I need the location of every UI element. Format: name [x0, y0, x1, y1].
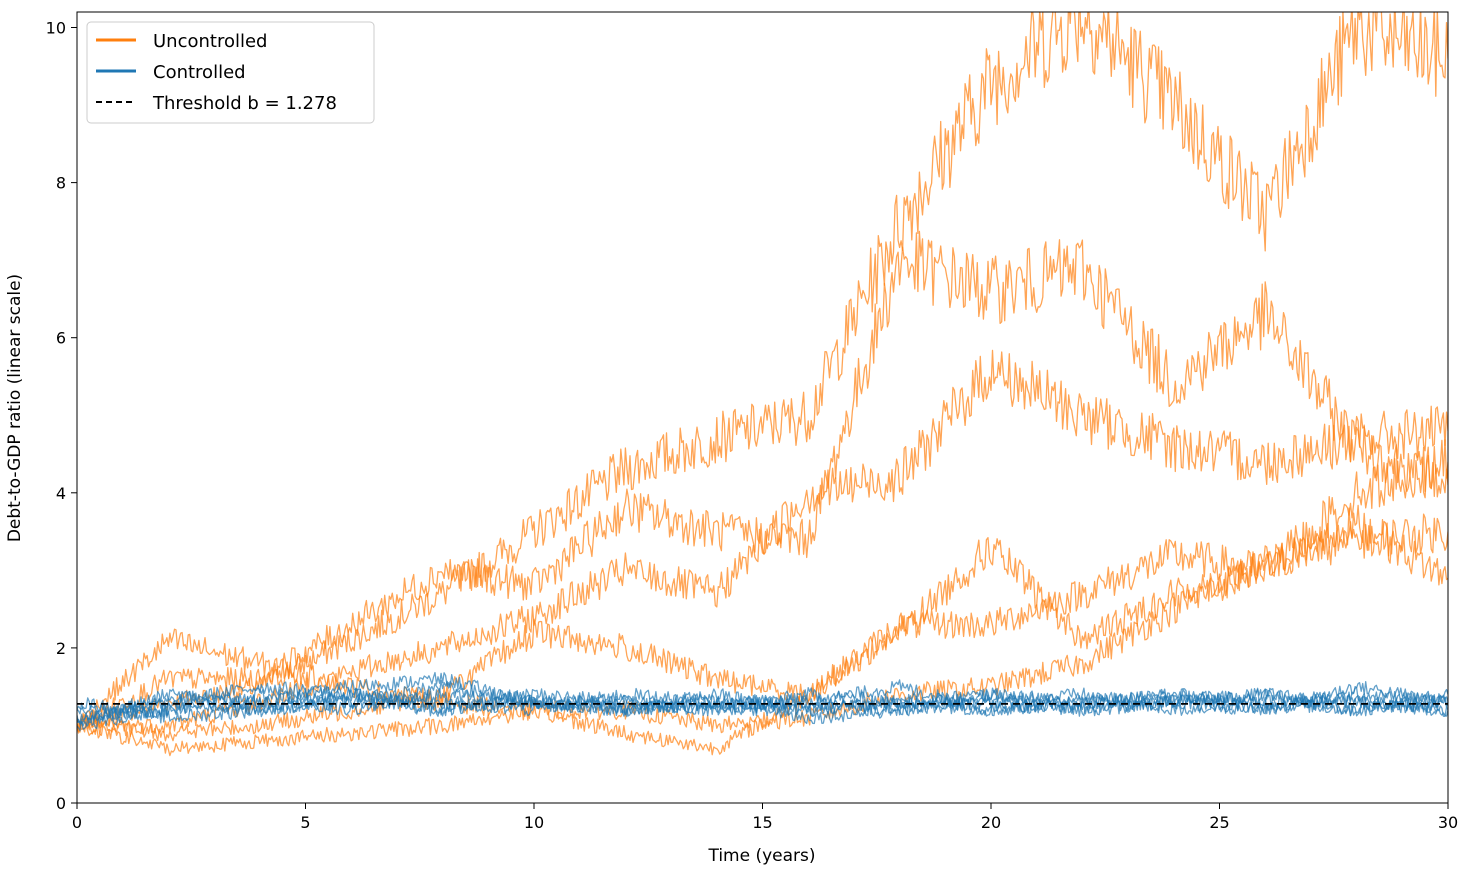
y-tick-label: 10 [46, 19, 66, 38]
legend-label-controlled: Controlled [153, 62, 246, 83]
y-axis-label: Debt-to-GDP ratio (linear scale) [5, 274, 25, 542]
x-axis-label: Time (years) [707, 846, 815, 866]
x-tick-label: 0 [72, 813, 82, 832]
y-tick-label: 4 [56, 484, 66, 503]
x-tick-label: 30 [1438, 813, 1458, 832]
uncontrolled-series-1 [77, 230, 1448, 733]
legend-label-threshold: Threshold b = 1.278 [152, 93, 337, 114]
legend-box [86, 21, 375, 124]
uncontrolled-series-5 [77, 513, 1448, 734]
controlled-series-0 [77, 671, 1448, 732]
uncontrolled-series-0 [77, 12, 1448, 731]
x-tick-label: 10 [524, 813, 544, 832]
y-tick-label: 6 [56, 329, 66, 348]
x-tick-label: 5 [300, 813, 310, 832]
y-tick-label: 8 [56, 174, 66, 193]
x-tick-label: 20 [981, 813, 1001, 832]
uncontrolled-series-2 [77, 349, 1448, 735]
x-axis: 0 5 10 15 20 25 30 [72, 803, 1458, 832]
y-tick-label: 0 [56, 794, 66, 813]
uncontrolled-series-3 [77, 439, 1448, 742]
x-tick-label: 25 [1209, 813, 1229, 832]
legend: Uncontrolled Controlled Threshold b = 1.… [86, 21, 375, 124]
x-tick-label: 15 [752, 813, 772, 832]
y-axis: 0 2 4 6 8 10 [46, 19, 77, 813]
y-tick-label: 2 [56, 639, 66, 658]
legend-label-uncontrolled: Uncontrolled [153, 31, 267, 52]
